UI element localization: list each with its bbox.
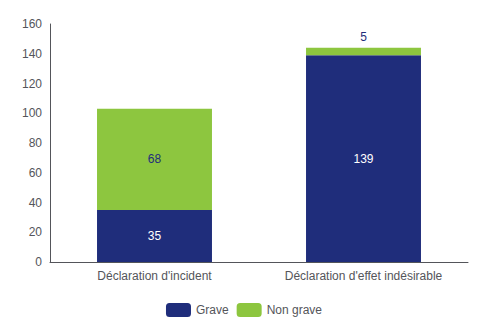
svg-text:60: 60: [29, 166, 43, 180]
svg-text:20: 20: [29, 225, 43, 239]
svg-text:80: 80: [29, 136, 43, 150]
svg-text:68: 68: [148, 152, 162, 166]
svg-text:100: 100: [22, 106, 42, 120]
svg-text:0: 0: [35, 255, 42, 269]
svg-text:Grave: Grave: [196, 303, 229, 317]
svg-text:35: 35: [148, 229, 162, 243]
svg-text:40: 40: [29, 196, 43, 210]
svg-text:Déclaration d'incident: Déclaration d'incident: [97, 269, 212, 283]
svg-text:Déclaration d'effet indésirabl: Déclaration d'effet indésirable: [285, 269, 443, 283]
svg-text:5: 5: [360, 30, 367, 44]
svg-text:120: 120: [22, 77, 42, 91]
svg-text:139: 139: [353, 152, 373, 166]
svg-text:160: 160: [22, 17, 42, 31]
svg-text:140: 140: [22, 47, 42, 61]
svg-text:Non grave: Non grave: [267, 303, 323, 317]
